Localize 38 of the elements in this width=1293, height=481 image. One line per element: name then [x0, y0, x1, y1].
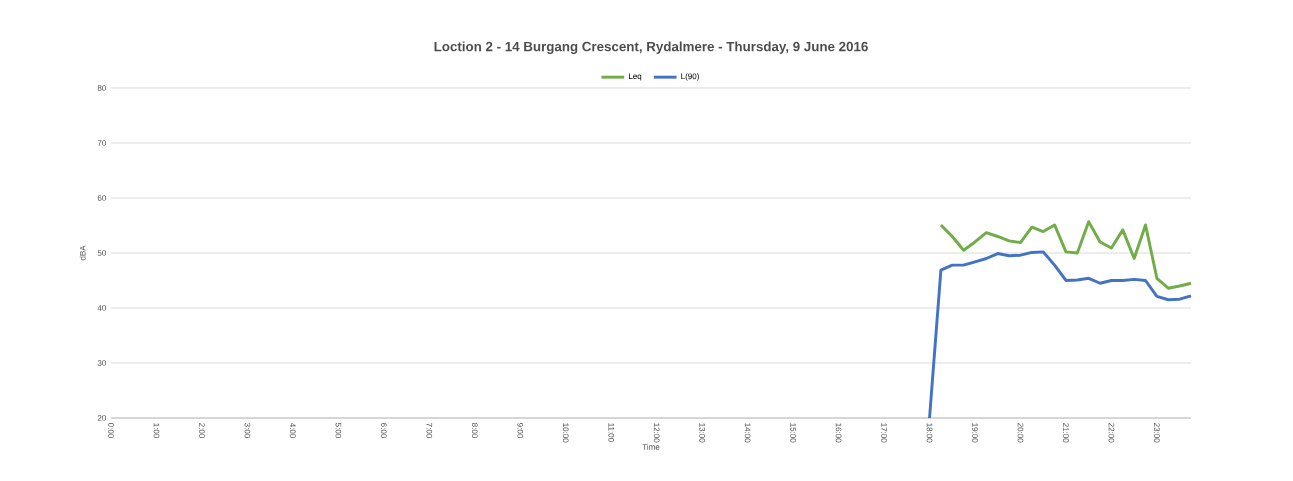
x-tick-label: 0:00: [108, 423, 114, 438]
y-tick-label: 80: [97, 85, 106, 91]
chart-title: Loction 2 - 14 Burgang Crescent, Rydalmere - Thursday, 9 June 2016: [434, 41, 868, 54]
x-tick-label: 7:00: [426, 423, 433, 438]
x-tick-label: 1:00: [153, 423, 160, 438]
y-tick-label: 40: [97, 305, 106, 311]
x-tick-label: 10:00: [562, 423, 569, 443]
y-axis-title: dBA: [79, 245, 86, 261]
x-tick-label: 11:00: [608, 423, 615, 442]
x-tick-label: 22:00: [1108, 423, 1115, 443]
y-tick-label: 30: [97, 360, 106, 366]
x-tick-label: 23:00: [1154, 423, 1160, 443]
x-tick-label: 3:00: [244, 423, 251, 438]
x-tick-label: 21:00: [1063, 423, 1069, 443]
x-tick-label: 13:00: [699, 423, 705, 443]
y-tick-label: 60: [97, 195, 106, 201]
x-tick-label: 5:00: [335, 423, 342, 438]
y-tick-label: 20: [97, 415, 106, 421]
x-tick-label: 6:00: [381, 423, 387, 438]
x-tick-label: 20:00: [1017, 423, 1024, 443]
x-tick-label: 18:00: [926, 423, 933, 443]
legend-label: Leq: [628, 73, 642, 81]
x-tick-label: 8:00: [471, 423, 478, 438]
line-series: [939, 220, 1193, 290]
x-tick-label: 17:00: [881, 423, 887, 443]
x-tick-label: 4:00: [290, 422, 296, 438]
x-tick-label: 19:00: [972, 423, 978, 443]
x-tick-label: 12:00: [653, 423, 660, 443]
line-series: [928, 250, 1193, 420]
x-tick-label: 9:00: [517, 423, 524, 438]
y-tick-label: 50: [97, 250, 106, 256]
legend-label: L(90): [681, 73, 699, 81]
x-tick-label: 2:00: [199, 423, 205, 438]
x-tick-label: 15:00: [790, 423, 796, 443]
y-tick-label: 70: [97, 140, 106, 146]
x-tick-label: 16:00: [835, 423, 842, 443]
x-axis-title: Time: [642, 443, 660, 450]
x-tick-label: 14:00: [744, 423, 751, 443]
